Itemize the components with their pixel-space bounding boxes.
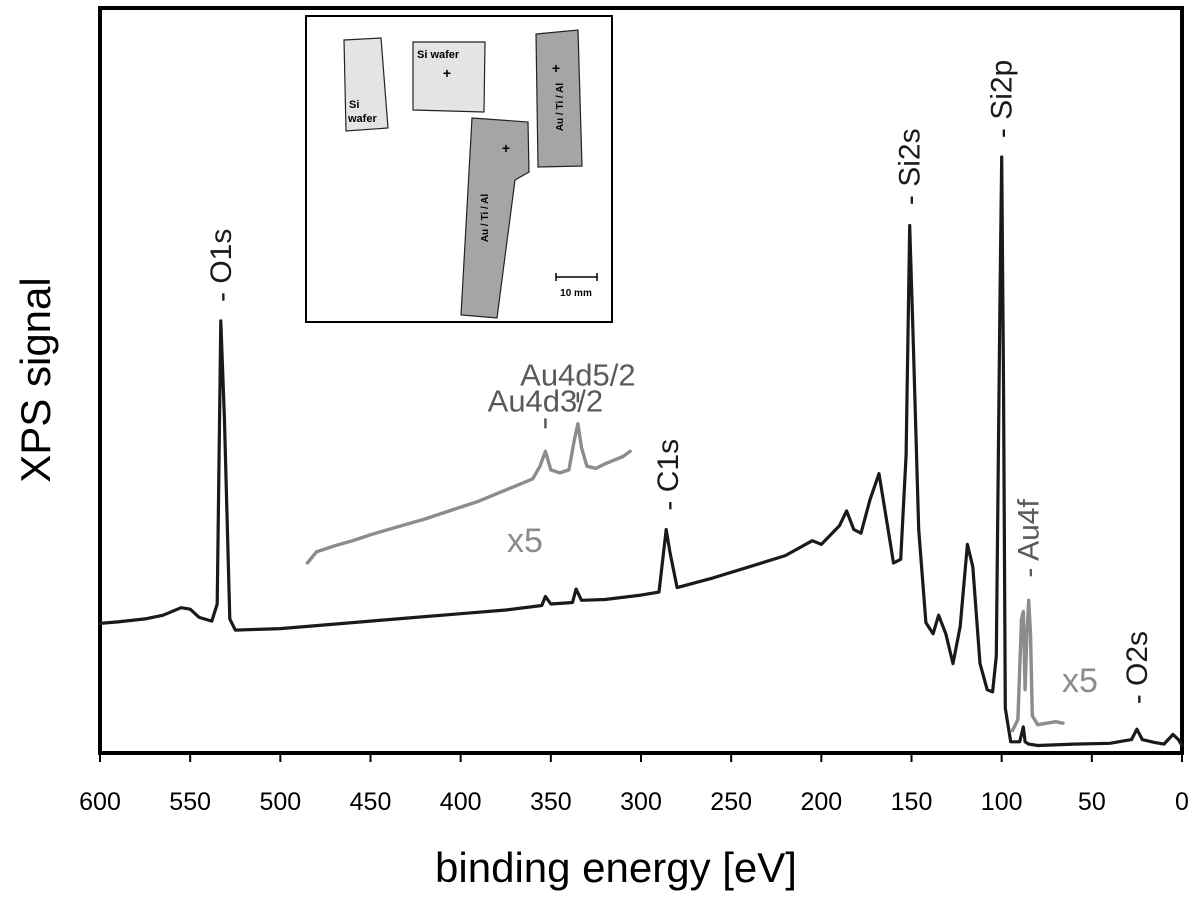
x-tick-label-150: 150	[891, 788, 933, 816]
x-tick-label-200: 200	[800, 788, 842, 816]
x-axis-label: binding energy [eV]	[435, 844, 797, 891]
x-tick-label-400: 400	[440, 788, 482, 816]
x-tick-label-350: 350	[530, 788, 572, 816]
x-tick-label-100: 100	[981, 788, 1023, 816]
peak-label-au4d5-2: Au4d5/2	[520, 357, 636, 392]
peak-label-au4d3-2: Au4d3/2	[488, 383, 604, 418]
peak-label-o2s: - O2s	[1121, 631, 1154, 704]
peak-label-au4f: - Au4f	[1013, 499, 1046, 578]
scale-bar-label: 10 mm	[560, 288, 592, 299]
y-axis: XPS signal	[12, 277, 59, 482]
peak-label-o1s: - O1s	[205, 229, 238, 302]
spectrum-line-main	[98, 155, 1184, 748]
x-tick-label-600: 600	[79, 788, 121, 816]
x-tick-label-550: 550	[169, 788, 211, 816]
peak-label-c1s: - C1s	[652, 439, 685, 511]
au-ti-al-piece-right-label: Au / Ti / Al	[555, 83, 566, 132]
si-wafer-piece-1-label-line1: Si	[349, 99, 359, 111]
scale-bar	[555, 273, 598, 281]
au-ti-al-piece-tall-cross-icon: +	[502, 140, 510, 156]
au-ti-al-piece-right-cross-icon: +	[552, 60, 560, 76]
peak-label-si2p: - Si2p	[986, 60, 1019, 138]
peak-labels: - O1s - C1s - Si2s - Si2p - O2s - Au4f Au4d3/2…	[205, 60, 1154, 705]
x-tick-marks	[99, 753, 1183, 762]
si-wafer-piece-2-label: Si wafer	[417, 49, 460, 61]
si-wafer-piece-2-cross-icon: +	[443, 65, 451, 81]
series-layer	[98, 155, 1184, 748]
au-ti-al-piece-tall	[460, 117, 530, 319]
au-ti-al-piece-tall-label: Au / Ti / Al	[480, 194, 491, 243]
x-tick-label-50: 50	[1078, 788, 1106, 816]
x-tick-labels: 600 550 500 450 400 350 300 250 200 150 100 50 0	[79, 788, 1189, 816]
magnification-labels: x5 x5	[507, 522, 1098, 700]
x-tick-label-450: 450	[350, 788, 392, 816]
si-wafer-piece-1	[343, 37, 389, 132]
x-tick-label-500: 500	[259, 788, 301, 816]
x-tick-label-300: 300	[620, 788, 662, 816]
peak-label-si2s: - Si2s	[894, 128, 927, 205]
magnification-label-au4d: x5	[507, 522, 543, 560]
x-axis: 600 550 500 450 400 350 300 250 200 150 100 50 0 bin…	[79, 753, 1189, 891]
sample-photo-inset: Si wafer Si wafer + Au / Ti / Al + Au / …	[305, 15, 613, 323]
x-tick-label-250: 250	[710, 788, 752, 816]
plot-area: - O1s - C1s - Si2s - Si2p - O2s - Au4f Au4d3/2…	[98, 6, 1184, 755]
au-ti-al-piece-right	[535, 29, 583, 168]
y-axis-label: XPS signal	[12, 277, 59, 482]
si-wafer-piece-1-label-line2: wafer	[347, 113, 377, 125]
spectrum-line-magnified-2	[1010, 598, 1065, 733]
si-wafer-piece-2	[412, 41, 486, 113]
spectrum-line-magnified-1	[305, 422, 632, 565]
x-tick-label-0: 0	[1175, 788, 1189, 816]
magnification-label-au4f: x5	[1062, 662, 1098, 700]
